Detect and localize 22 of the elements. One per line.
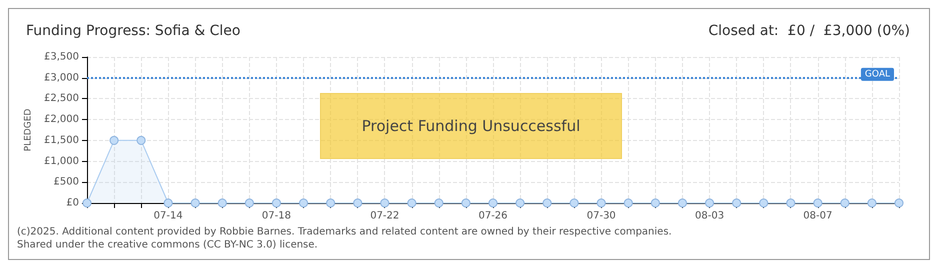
y-tick-label: £500 bbox=[54, 176, 79, 188]
y-tick-label: £0 bbox=[66, 198, 79, 208]
x-tick-label: 08-03 bbox=[695, 210, 724, 222]
y-axis-title: PLEDGED bbox=[24, 108, 34, 152]
chart-subtitle: Closed at: £0 / £3,000 (0%) bbox=[708, 23, 910, 39]
chart-title: Funding Progress: Sofia & Cleo bbox=[26, 23, 240, 39]
text: (c)2025. Additional content provided by Robbie Barnes. Trademarks and related content are owned by their respective companies. bbox=[17, 226, 672, 238]
y-tick-label: £1,500 bbox=[44, 134, 79, 146]
x-tick-label: 07-18 bbox=[262, 210, 291, 222]
text: Shared under the creative commons (CC BY-NC 3.0) license. bbox=[17, 240, 318, 250]
y-tick-label: £3,500 bbox=[44, 52, 79, 62]
y-tick-label: £2,000 bbox=[44, 114, 79, 126]
y-tick-label: £3,000 bbox=[44, 72, 79, 84]
ref-line-label: GOAL bbox=[864, 69, 890, 80]
note-box: Project Funding Unsuccessful bbox=[320, 93, 622, 159]
y-tick-label: £1,000 bbox=[44, 156, 79, 167]
x-tick-label: 07-22 bbox=[370, 210, 400, 222]
x-tick-label: 07-14 bbox=[154, 210, 183, 222]
y-tick-label: £2,500 bbox=[44, 93, 79, 104]
x-tick-label: 07-30 bbox=[586, 210, 616, 222]
x-tick-label: 07-26 bbox=[478, 210, 508, 222]
x-tick-label: 08-07 bbox=[803, 210, 832, 222]
